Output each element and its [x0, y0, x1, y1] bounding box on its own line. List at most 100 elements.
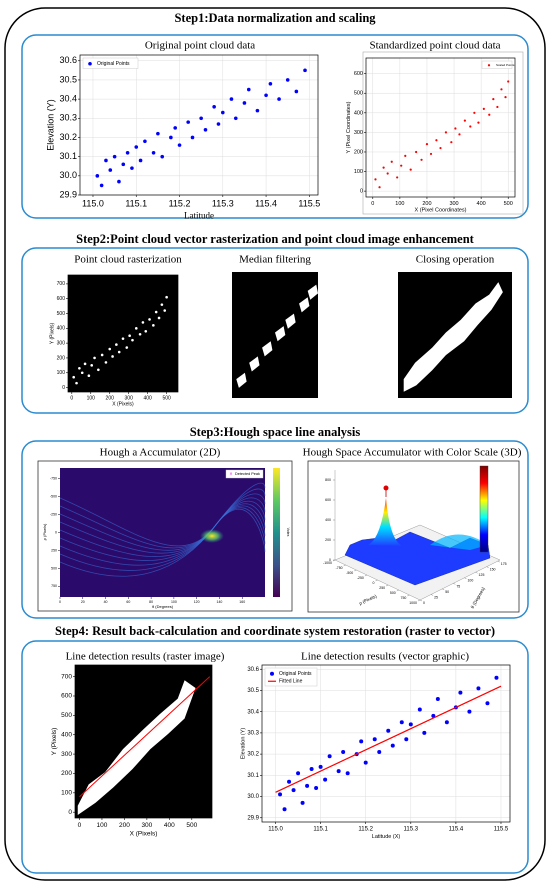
y-tick-label: 30.2 [59, 132, 77, 142]
y-tick-label: 30.1 [59, 151, 77, 161]
point [229, 97, 234, 101]
x-tick-label: 115.2 [358, 826, 373, 832]
plot-frame [74, 664, 213, 819]
legend-box [481, 60, 513, 69]
x-tick-label: 200 [119, 822, 130, 829]
legend-label: Original Points [97, 61, 130, 67]
raster-blob [299, 297, 310, 313]
y-tick-label: 30.5 [59, 74, 77, 84]
y-tick-label: 30.2 [247, 752, 259, 758]
point [386, 172, 389, 175]
y-tick-label: -250 [50, 513, 57, 517]
point [157, 316, 161, 320]
panel-title: Hough Space Accumulator with Color Scale… [303, 447, 522, 459]
point [382, 166, 385, 169]
point [327, 754, 332, 759]
filtered-image [232, 272, 318, 398]
y-axis-label: Elevation (Y) [46, 99, 56, 151]
point [458, 133, 461, 136]
x-tick-label: 100 [87, 395, 96, 401]
point [121, 337, 125, 340]
x-tick-label: 250 [379, 586, 385, 590]
surface-ridge [430, 534, 488, 550]
point [264, 93, 268, 98]
y-tick-label: 30.0 [247, 794, 259, 800]
x-tick-label: -1000 [323, 561, 332, 565]
point [160, 154, 165, 159]
x-tick-label: 80 [149, 600, 153, 604]
raster-blob [262, 341, 273, 357]
point [242, 101, 247, 105]
point [151, 151, 156, 155]
point [463, 119, 466, 122]
y-tick-label: -500 [50, 495, 57, 499]
point [282, 807, 287, 812]
legend-box [82, 57, 139, 69]
y-tick-label: 500 [61, 712, 72, 719]
point [117, 350, 121, 354]
point [287, 779, 292, 784]
point [95, 174, 100, 178]
x-tick-label: 0 [373, 581, 375, 585]
x-tick-label: 115.4 [255, 199, 277, 209]
y-tick-label: 300 [354, 130, 363, 136]
z-tick-label: 600 [325, 498, 331, 502]
y-tick-label: 25 [434, 595, 438, 599]
x-axis-label: X (Pixel Coordinates) [415, 208, 467, 214]
point [173, 126, 177, 130]
plot-background [68, 275, 178, 392]
point [78, 367, 81, 370]
point [93, 356, 96, 360]
tick-mark [486, 566, 489, 568]
tick-mark [375, 579, 378, 582]
y-tick-label: 0 [360, 189, 363, 195]
y-tick-label: 75 [456, 584, 460, 588]
z-tick-label: 400 [325, 518, 331, 522]
point [148, 318, 151, 321]
y-tick-label: 600 [354, 71, 363, 77]
point [318, 764, 323, 769]
point [296, 771, 301, 776]
legend-swatch [88, 61, 92, 66]
x-tick-label: 160 [239, 600, 245, 604]
point [400, 164, 403, 167]
point [160, 303, 164, 306]
point [72, 375, 75, 379]
y-tick-label: 30.3 [59, 113, 77, 123]
point [359, 739, 364, 744]
point [233, 116, 238, 121]
y-tick-label: 29.9 [59, 189, 77, 199]
y-tick-label: 100 [61, 790, 72, 797]
x-tick-label: 0 [78, 822, 82, 829]
point [420, 158, 423, 161]
panel-title: Closing operation [416, 254, 495, 266]
fitted-line [275, 685, 502, 793]
y-tick-label: 400 [61, 731, 72, 738]
tick-mark [464, 577, 467, 579]
legend-label: Detected Peak [235, 472, 260, 476]
point [100, 353, 104, 357]
point [199, 116, 203, 121]
point [144, 329, 148, 333]
panel-title: Line detection results (vector graphic) [301, 651, 469, 663]
x-tick-label: 40 [104, 600, 108, 604]
panel-frame [362, 51, 524, 215]
x-tick-label: -750 [336, 566, 343, 570]
step-box [21, 34, 529, 219]
point [488, 113, 491, 116]
point [285, 78, 290, 82]
x-tick-label: 0 [371, 201, 374, 207]
point [473, 111, 476, 114]
y-tick-label: 30.4 [247, 709, 259, 715]
x-tick-label: 115.3 [404, 826, 419, 832]
point [435, 139, 438, 142]
point [87, 374, 91, 378]
tick-mark [386, 584, 389, 587]
y-tick-label: 750 [51, 584, 57, 588]
y-tick-label: 500 [57, 311, 66, 317]
point [125, 151, 130, 155]
x-tick-label: 100 [395, 201, 404, 207]
point [90, 364, 94, 367]
x-tick-label: 115.2 [169, 199, 191, 209]
panel-title: Median filtering [239, 254, 311, 266]
